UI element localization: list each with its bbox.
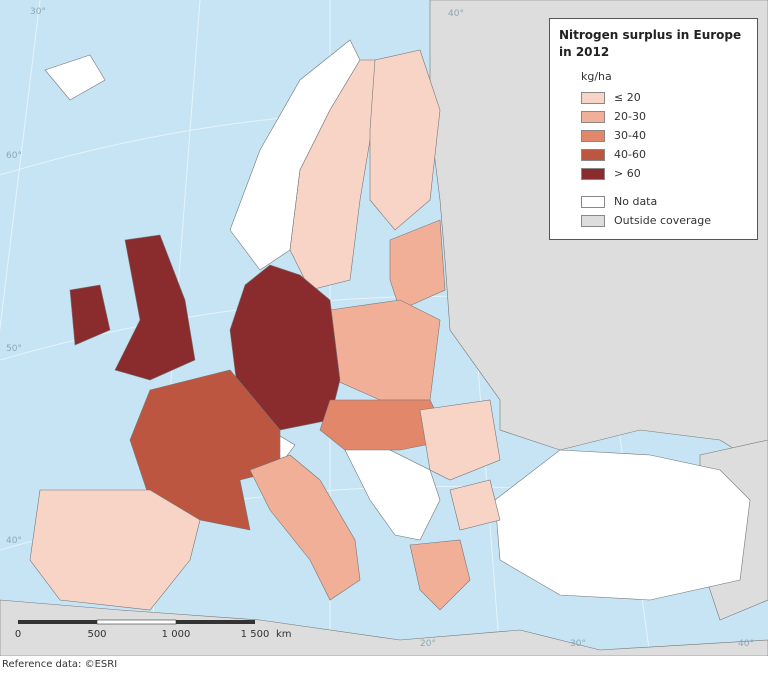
legend-item: No data <box>581 192 748 211</box>
legend-label: > 60 <box>614 167 641 180</box>
legend-label: 30-40 <box>614 129 646 142</box>
legend-label: 40-60 <box>614 148 646 161</box>
legend-label: Outside coverage <box>614 214 712 227</box>
legend-item: > 60 <box>581 164 748 183</box>
graticule-label: 30° <box>570 639 586 649</box>
region <box>369 49 441 231</box>
legend-swatch <box>581 91 605 104</box>
region <box>409 539 471 611</box>
region <box>0 599 768 656</box>
scale-label: 500 <box>87 629 106 640</box>
scale-segment <box>176 620 255 624</box>
region <box>329 299 441 401</box>
nitrogen-regions <box>29 49 501 611</box>
scale-segment <box>18 620 97 624</box>
legend-title: Nitrogen surplus in Europe in 2012 <box>559 28 742 59</box>
region <box>419 399 501 481</box>
legend-swatch <box>581 148 605 161</box>
legend-item: 20-30 <box>581 107 748 126</box>
legend-classes: ≤ 20 20-30 30-40 40-60 > 60 <box>559 88 748 183</box>
scale-segment <box>96 619 177 625</box>
graticule-labels: 30° 40° 60° 50° 40° 20° 30° 40° <box>6 7 754 649</box>
legend-swatch <box>581 110 605 123</box>
region <box>29 489 201 611</box>
graticule-label: 30° <box>30 7 46 17</box>
region <box>44 54 106 101</box>
graticule-label: 40° <box>448 9 464 19</box>
region <box>249 454 361 601</box>
legend-item: 30-40 <box>581 126 748 145</box>
legend-swatch <box>581 214 605 227</box>
region <box>69 284 111 346</box>
legend-item: Outside coverage <box>581 211 748 230</box>
legend-swatch <box>581 129 605 142</box>
legend-label: ≤ 20 <box>614 91 641 104</box>
footer: Reference data: ©ESRI <box>2 659 118 670</box>
legend-swatch <box>581 195 605 208</box>
scale-unit: km <box>276 629 292 640</box>
region <box>389 219 446 311</box>
legend-label: No data <box>614 195 658 208</box>
legend-item: 40-60 <box>581 145 748 164</box>
region <box>129 369 281 531</box>
scale-bar: 0 500 1 000 1 500 km <box>15 619 292 640</box>
graticule-label: 40° <box>738 639 754 649</box>
graticule-label: 40° <box>6 536 22 546</box>
graticule-label: 20° <box>420 639 436 649</box>
graticule-label: 50° <box>6 344 22 354</box>
region <box>289 59 381 291</box>
region <box>494 449 751 601</box>
legend-label: 20-30 <box>614 110 646 123</box>
legend: Nitrogen surplus in Europe in 2012 kg/ha… <box>549 18 758 240</box>
region <box>319 399 451 451</box>
graticule-label: 60° <box>6 151 22 161</box>
legend-unit: kg/ha <box>581 70 612 83</box>
legend-swatch <box>581 167 605 180</box>
scale-label: 0 <box>15 629 21 640</box>
legend-gap <box>559 183 748 192</box>
region <box>114 234 196 381</box>
scale-label: 1 000 <box>162 629 191 640</box>
scale-label: 1 500 <box>241 629 270 640</box>
legend-other: No data Outside coverage <box>559 192 748 230</box>
legend-item: ≤ 20 <box>581 88 748 107</box>
region <box>449 479 501 531</box>
